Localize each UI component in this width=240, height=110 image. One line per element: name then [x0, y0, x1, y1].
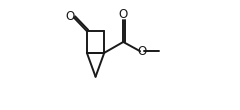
Text: O: O	[137, 45, 146, 58]
Text: O: O	[119, 8, 128, 21]
Text: O: O	[66, 10, 75, 24]
